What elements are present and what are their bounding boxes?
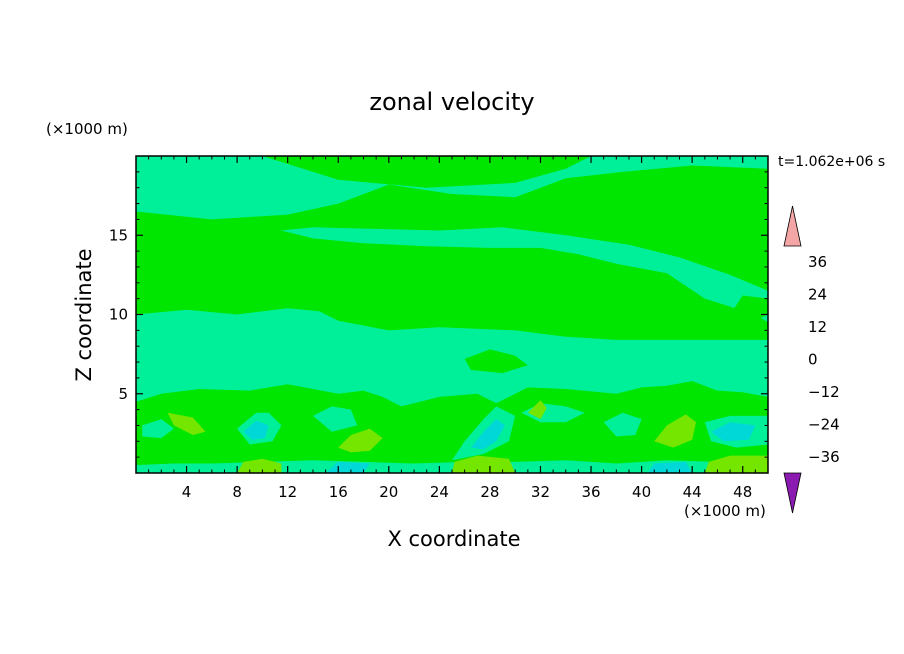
contour-region-23: [654, 414, 696, 448]
x-tick-label: 12: [278, 483, 297, 501]
colorbar-tick-label: 36: [808, 253, 827, 271]
contour-region-24: [237, 458, 282, 473]
x-axis-unit: (×1000 m): [684, 502, 766, 520]
contour-region-0: [136, 156, 768, 220]
contour-region-26: [704, 455, 768, 473]
contour-region-12: [471, 419, 506, 450]
contour-region-1: [262, 156, 591, 188]
contour-region-7: [142, 419, 174, 439]
contour-region-3: [281, 227, 768, 323]
colorbar-tick-label: 0: [808, 351, 818, 369]
x-tick-label: 32: [531, 483, 550, 501]
colorbar-tick-label: 24: [808, 286, 827, 304]
y-axis-unit: (×1000 m): [46, 120, 128, 138]
chart-title: zonal velocity: [369, 88, 535, 116]
colorbar-tick-label: −24: [808, 415, 840, 433]
contour-region-16: [711, 422, 756, 442]
x-tick-label: 24: [430, 483, 449, 501]
x-tick-label: 40: [632, 483, 651, 501]
contour-region-20: [167, 412, 206, 435]
contour-region-22: [527, 400, 547, 420]
x-tick-label: 44: [683, 483, 702, 501]
time-label: t=1.062e+06 s: [778, 154, 886, 170]
contour-region-9: [243, 420, 269, 440]
colorbar-over-triangle: [783, 205, 802, 247]
colorbar-under-triangle: [783, 472, 802, 514]
y-tick-label: 5: [118, 385, 128, 403]
contour-region-18: [325, 461, 370, 473]
x-tick-label: 4: [182, 483, 192, 501]
x-tick-label: 28: [480, 483, 499, 501]
contour-field: [136, 156, 768, 473]
contour-region-25: [452, 455, 516, 473]
contour-region-5: [464, 349, 528, 374]
x-tick-label: 8: [232, 483, 242, 501]
contour-region-19: [647, 461, 693, 473]
contour-region-10: [313, 406, 358, 432]
x-axis-label: X coordinate: [387, 527, 521, 551]
x-tick-label: 48: [733, 483, 752, 501]
x-tick-label: 36: [581, 483, 600, 501]
y-tick-label: 10: [109, 306, 128, 324]
colorbar-tick-label: −36: [808, 448, 840, 466]
contour-region-4: [136, 381, 768, 466]
contour-region-21: [338, 428, 383, 453]
x-tick-label: 20: [379, 483, 398, 501]
contour-region-6: [730, 295, 768, 321]
contour-region-17: [136, 463, 768, 473]
colorbar: −36 −24 −12 0 12 24 36: [783, 205, 840, 514]
colorbar-tick-label: 12: [808, 318, 827, 336]
y-tick-label: 15: [109, 226, 128, 244]
contour-region-14: [603, 412, 642, 437]
x-tick-label: 16: [329, 483, 348, 501]
colorbar-tick-label: −12: [808, 383, 840, 401]
